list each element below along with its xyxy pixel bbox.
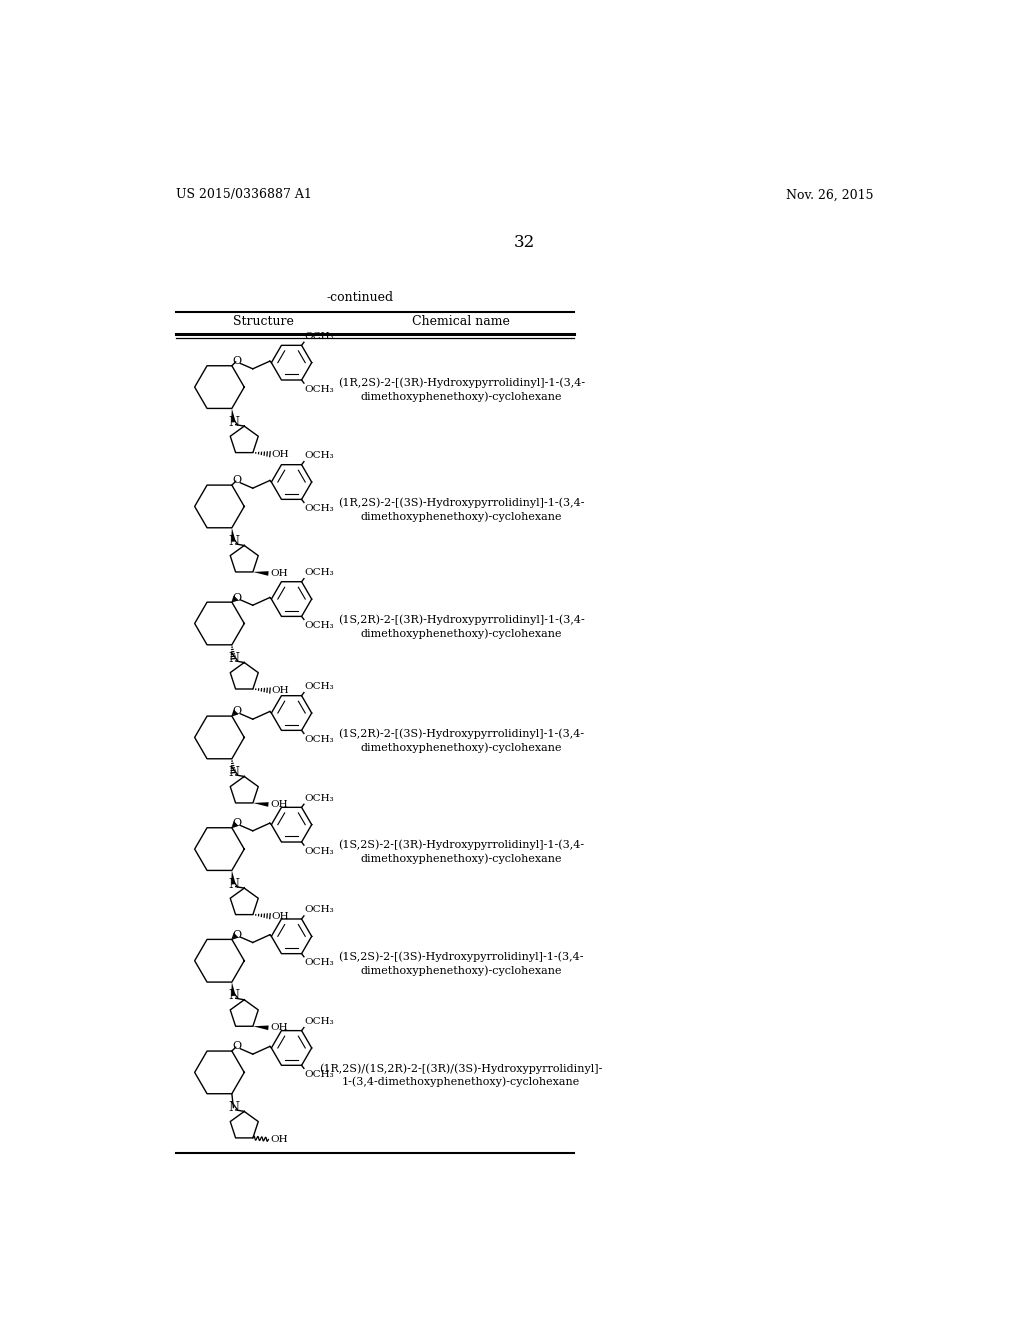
Polygon shape: [231, 982, 236, 997]
Text: dimethoxyphenethoxy)-cyclohexane: dimethoxyphenethoxy)-cyclohexane: [360, 628, 562, 639]
Text: O: O: [232, 475, 242, 486]
Text: OH: OH: [271, 912, 289, 920]
Text: OCH₃: OCH₃: [305, 620, 334, 630]
Text: (1R,2S)-2-[(3R)-Hydroxypyrrolidinyl]-1-(3,4-: (1R,2S)-2-[(3R)-Hydroxypyrrolidinyl]-1-(…: [338, 378, 585, 388]
Text: Nov. 26, 2015: Nov. 26, 2015: [786, 189, 873, 202]
Text: Chemical name: Chemical name: [413, 314, 510, 327]
Polygon shape: [253, 1026, 268, 1030]
Text: (1S,2S)-2-[(3R)-Hydroxypyrrolidinyl]-1-(3,4-: (1S,2S)-2-[(3R)-Hydroxypyrrolidinyl]-1-(…: [338, 840, 585, 850]
Text: N: N: [228, 766, 239, 779]
Text: OCH₃: OCH₃: [305, 384, 334, 393]
Text: (1S,2R)-2-[(3S)-Hydroxypyrrolidinyl]-1-(3,4-: (1S,2R)-2-[(3S)-Hydroxypyrrolidinyl]-1-(…: [338, 729, 585, 739]
Text: O: O: [232, 593, 242, 602]
Text: (1R,2S)/(1S,2R)-2-[(3R)/(3S)-Hydroxypyrrolidinyl]-: (1R,2S)/(1S,2R)-2-[(3R)/(3S)-Hydroxypyrr…: [319, 1063, 603, 1073]
Text: N: N: [228, 878, 239, 891]
Text: OH: OH: [271, 686, 289, 696]
Polygon shape: [231, 408, 236, 422]
Text: N: N: [228, 416, 239, 429]
Text: OCH₃: OCH₃: [305, 331, 334, 341]
Text: (1S,2S)-2-[(3S)-Hydroxypyrrolidinyl]-1-(3,4-: (1S,2S)-2-[(3S)-Hydroxypyrrolidinyl]-1-(…: [339, 952, 584, 962]
Text: OCH₃: OCH₃: [305, 793, 334, 803]
Text: OCH₃: OCH₃: [305, 906, 334, 915]
Text: (1S,2R)-2-[(3R)-Hydroxypyrrolidinyl]-1-(3,4-: (1S,2R)-2-[(3R)-Hydroxypyrrolidinyl]-1-(…: [338, 614, 585, 624]
Text: OCH₃: OCH₃: [305, 735, 334, 744]
Text: US 2015/0336887 A1: US 2015/0336887 A1: [176, 189, 312, 202]
Text: N: N: [228, 990, 239, 1002]
Text: OCH₃: OCH₃: [305, 846, 334, 855]
Text: 1-(3,4-dimethoxyphenethoxy)-cyclohexane: 1-(3,4-dimethoxyphenethoxy)-cyclohexane: [342, 1077, 581, 1088]
Text: Structure: Structure: [233, 314, 294, 327]
Text: dimethoxyphenethoxy)-cyclohexane: dimethoxyphenethoxy)-cyclohexane: [360, 742, 562, 752]
Text: N: N: [228, 535, 239, 548]
Text: -continued: -continued: [327, 290, 394, 304]
Text: OCH₃: OCH₃: [305, 1071, 334, 1078]
Text: (1R,2S)-2-[(3S)-Hydroxypyrrolidinyl]-1-(3,4-: (1R,2S)-2-[(3S)-Hydroxypyrrolidinyl]-1-(…: [338, 498, 585, 508]
Text: OCH₃: OCH₃: [305, 1016, 334, 1026]
Text: dimethoxyphenethoxy)-cyclohexane: dimethoxyphenethoxy)-cyclohexane: [360, 965, 562, 975]
Text: N: N: [228, 1101, 239, 1114]
Text: OH: OH: [270, 569, 288, 578]
Text: O: O: [232, 929, 242, 940]
Text: dimethoxyphenethoxy)-cyclohexane: dimethoxyphenethoxy)-cyclohexane: [360, 854, 562, 865]
Polygon shape: [253, 803, 268, 807]
Text: dimethoxyphenethoxy)-cyclohexane: dimethoxyphenethoxy)-cyclohexane: [360, 392, 562, 403]
Text: O: O: [232, 706, 242, 717]
Text: dimethoxyphenethoxy)-cyclohexane: dimethoxyphenethoxy)-cyclohexane: [360, 511, 562, 521]
Text: O: O: [232, 1041, 242, 1052]
Text: OCH₃: OCH₃: [305, 958, 334, 968]
Polygon shape: [231, 870, 236, 884]
Text: OCH₃: OCH₃: [305, 451, 334, 461]
Text: OCH₃: OCH₃: [305, 568, 334, 577]
Text: OH: OH: [271, 450, 289, 458]
Text: OH: OH: [270, 800, 288, 809]
Text: O: O: [232, 356, 242, 366]
Text: N: N: [228, 652, 239, 665]
Text: OH: OH: [270, 1135, 288, 1144]
Text: OH: OH: [270, 1023, 288, 1032]
Text: 32: 32: [514, 234, 536, 251]
Text: OCH₃: OCH₃: [305, 504, 334, 513]
Polygon shape: [231, 528, 236, 543]
Text: O: O: [232, 818, 242, 828]
Polygon shape: [253, 572, 268, 576]
Text: OCH₃: OCH₃: [305, 682, 334, 692]
